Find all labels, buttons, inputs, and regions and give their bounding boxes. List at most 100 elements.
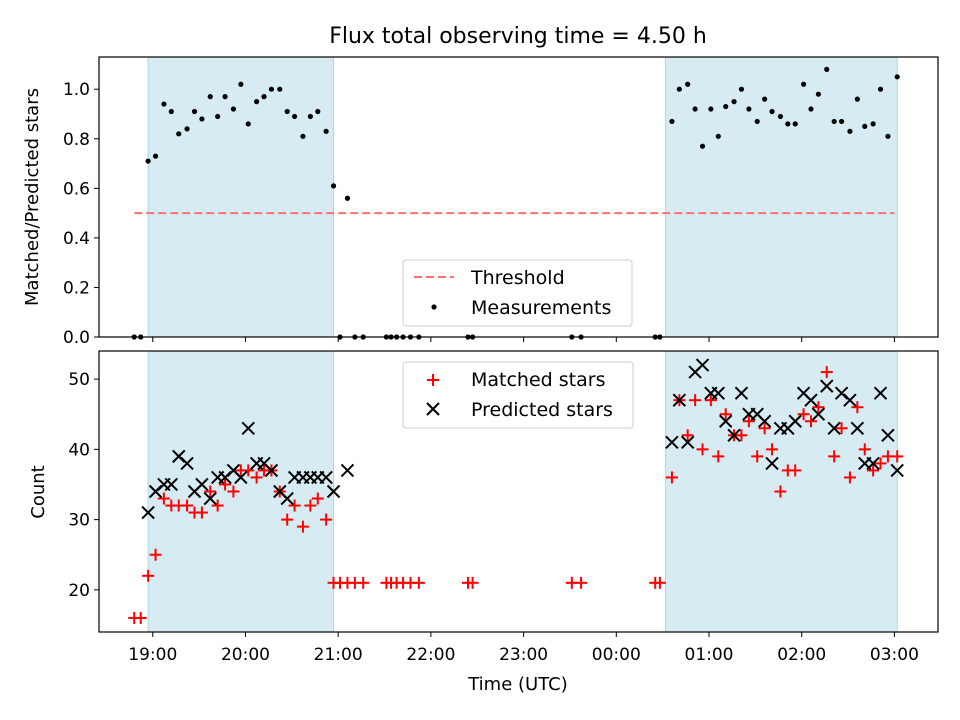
matched-star-point (689, 394, 702, 407)
predicted-star-point (672, 393, 687, 407)
measurement-point (754, 118, 760, 125)
predicted-star-point (711, 386, 725, 400)
measurement-point (769, 108, 775, 115)
measurement-point (307, 113, 313, 120)
matched-star-point (466, 576, 479, 589)
measurement-point (268, 86, 275, 92)
top-panel: 0.0 0.2 0.4 0.6 0.8 1.0 Matched/Predicted sta… (22, 56, 939, 348)
y-tick-label: 30 (68, 511, 90, 531)
predicted-star-point (203, 491, 217, 506)
matched-star-point (851, 401, 864, 414)
y-tick-label: 0.8 (63, 130, 90, 150)
measurement-point (191, 108, 198, 115)
measurement-point (762, 96, 768, 102)
measurement-point (245, 121, 251, 127)
measurement-point (715, 133, 721, 139)
measurement-point (808, 106, 814, 112)
matched-star-point (719, 408, 732, 421)
matched-star-point (181, 499, 194, 512)
matched-star-point (758, 422, 771, 435)
measurement-point (708, 106, 714, 112)
measurement-point (676, 86, 682, 92)
y-tick-label: 1.0 (63, 80, 90, 100)
top-y-axis-label: Matched/Predicted stars (22, 88, 43, 306)
bottom-y-ticks: 20 30 40 50 (68, 370, 99, 601)
matched-star-point (804, 415, 817, 428)
predicted-star-point (890, 463, 904, 478)
y-tick-label: 0.6 (63, 179, 90, 199)
matched-star-point (665, 471, 678, 484)
y-tick-label: 50 (68, 370, 90, 390)
y-tick-label: 0.4 (63, 229, 90, 249)
measurement-point (669, 118, 675, 125)
predicted-stars-legend-marker (426, 402, 440, 416)
top-legend: Threshold Measurements (402, 259, 633, 327)
predicted-star-point (280, 491, 294, 506)
matched-star-point (858, 443, 871, 456)
measurement-point (184, 126, 190, 132)
x-tick-label: 00:00 (592, 645, 641, 665)
matched-star-point (867, 464, 880, 477)
matched-stars-legend-label: Matched stars (471, 369, 605, 391)
matched-star-point (681, 429, 694, 442)
measurement-point (692, 106, 698, 112)
measurement-point (815, 91, 822, 97)
matched-star-point (575, 576, 588, 589)
predicted-stars-legend-label: Predicted stars (471, 399, 613, 421)
matched-star-point (412, 576, 425, 589)
matched-star-point (797, 408, 810, 421)
measurement-point (300, 133, 306, 139)
measurements-series (131, 66, 900, 340)
x-axis-label: Time (UTC) (467, 674, 568, 695)
predicted-star-point (765, 456, 779, 471)
measurement-point (238, 81, 244, 87)
bottom-series (128, 358, 904, 624)
measurement-point (800, 81, 807, 87)
measurement-point (862, 123, 868, 129)
bottom-panel: 20 30 40 50 19:00 20:00 21:00 22:00 23:00 00:00 0… (28, 350, 939, 695)
matched-star-point (311, 492, 324, 505)
measurement-point (176, 131, 182, 137)
x-tick-label: 03:00 (870, 645, 919, 665)
predicted-star-point (264, 463, 279, 478)
predicted-star-point (873, 386, 888, 400)
bottom-y-axis-label: Count (28, 465, 49, 518)
x-tick-label: 22:00 (406, 645, 455, 665)
predicted-star-point (326, 484, 341, 499)
measurement-point (831, 118, 837, 125)
y-tick-label: 20 (68, 581, 90, 601)
shaded-region-0 (147, 56, 335, 338)
bottom-legend-box (402, 361, 634, 429)
predicted-star-point (804, 393, 818, 407)
y-tick-label: 40 (68, 440, 90, 460)
matched-star-point (142, 569, 155, 582)
matched-star-point (828, 450, 841, 463)
measurement-point (152, 153, 159, 159)
measurement-point (792, 121, 798, 127)
top-y-ticks: 0.0 0.2 0.4 0.6 0.8 1.0 (63, 80, 99, 348)
measurement-point (723, 103, 729, 110)
top-axes-frame (98, 56, 939, 338)
matched-star-point (288, 499, 301, 512)
measurement-point (699, 143, 706, 149)
shaded-region-1 (664, 56, 898, 338)
measurement-point (230, 106, 237, 112)
bottom-x-ticks: 19:00 20:00 21:00 22:00 23:00 00:00 01:00 02:00… (128, 632, 919, 665)
matched-stars-legend-marker (427, 374, 439, 386)
top-legend-box (402, 259, 633, 327)
measurement-point (838, 118, 845, 125)
measurement-point (145, 158, 151, 164)
matched-star-point (712, 450, 725, 463)
measurement-point (292, 113, 298, 120)
x-tick-label: 23:00 (499, 645, 548, 665)
matched-star-point (766, 443, 779, 456)
predicted-star-point (195, 477, 209, 492)
chart-title: Flux total observing time = 4.50 h (329, 24, 707, 49)
matched-star-point (789, 464, 802, 477)
predicted-star-point (319, 470, 333, 485)
matched-star-point (296, 520, 309, 533)
matched-stars-legend-plus (427, 374, 439, 386)
measurement-point (894, 74, 900, 80)
measurement-point (731, 99, 737, 105)
predicted-star-point (811, 407, 826, 421)
